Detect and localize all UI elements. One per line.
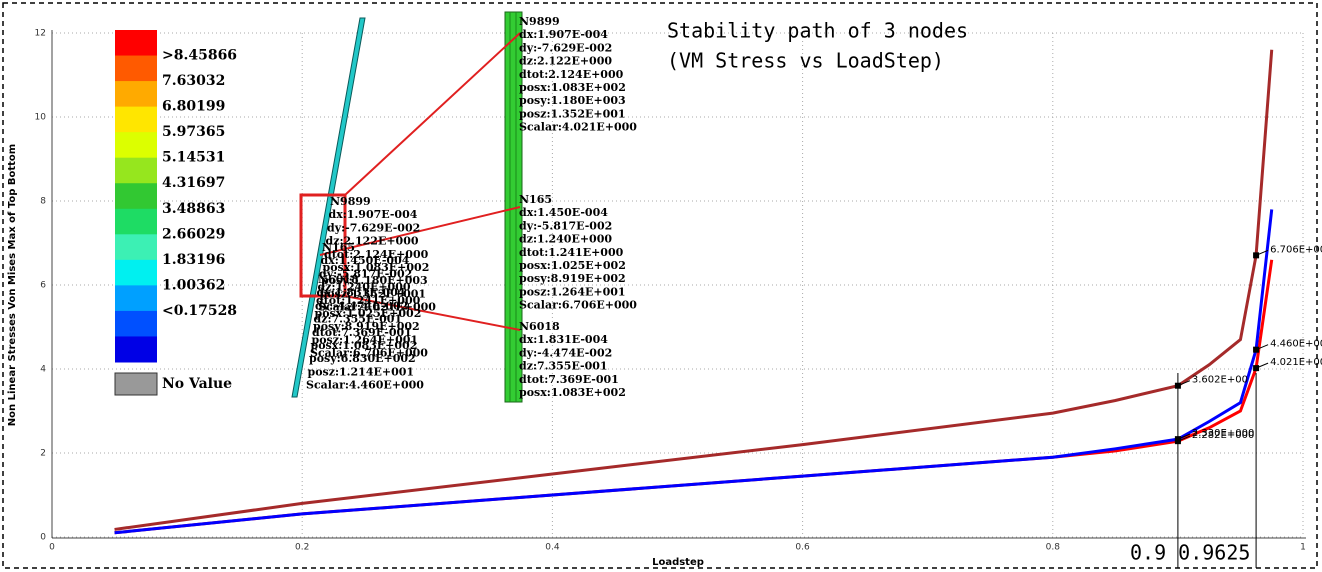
- legend-label: 1.83196: [162, 252, 225, 268]
- legend-color: [115, 234, 157, 260]
- color-legend: >8.45866 7.63032 6.80199 5.97365 5.14531 4.31…: [115, 30, 237, 395]
- node-info: posy:1.180E+003: [519, 94, 626, 107]
- node-info-overlap: dx:1.907E-004: [329, 208, 418, 221]
- series-line: [115, 50, 1272, 530]
- legend-label: 5.97365: [162, 124, 225, 140]
- node-info: posz:1.264E+001: [519, 285, 626, 298]
- series-line: [115, 209, 1272, 532]
- node-info-overlap: dy:-4.474E-002: [315, 299, 408, 312]
- y-axis-label: Non Linear Stresses Von Mises Max of Top…: [7, 144, 18, 426]
- legend-label: >8.45866: [162, 48, 237, 64]
- x-tick-label: 0.6: [795, 543, 810, 553]
- node-info-overlap: N9899: [330, 195, 371, 208]
- node-info: dtot:7.369E-001: [519, 373, 619, 386]
- point-label: 4.021E+000: [1270, 357, 1322, 368]
- node-info: posx:1.083E+002: [519, 386, 626, 399]
- marker-lines-label: 0.9 0.9625: [1130, 541, 1250, 565]
- node-info: N6018: [519, 320, 560, 333]
- legend-color: [115, 183, 157, 209]
- legend-no-value: [115, 373, 157, 395]
- x-tick-label: 0.8: [1046, 543, 1061, 553]
- chart-title: Stability path of 3 nodes: [667, 19, 968, 43]
- y-tick-label: 8: [40, 197, 46, 207]
- y-tick-label: 2: [40, 449, 46, 459]
- node-info: dx:1.450E-004: [519, 206, 608, 219]
- legend-color: [115, 158, 157, 184]
- x-tick-label: 0.4: [545, 543, 560, 553]
- x-tick-label: 1: [1300, 543, 1306, 553]
- legend-label: 5.14531: [162, 150, 225, 166]
- legend-label: 6.80199: [162, 99, 225, 115]
- legend-color: [115, 132, 157, 158]
- point-label: 6.706E+000: [1270, 244, 1322, 255]
- legend-color: [115, 81, 157, 107]
- legend-label: 1.00362: [162, 277, 225, 293]
- node-info: dx:1.907E-004: [519, 28, 608, 41]
- y-tick-label: 10: [35, 113, 47, 123]
- node-info-overlap: dx:1.831E-004: [317, 286, 406, 299]
- node-info: posz:1.352E+001: [519, 107, 626, 120]
- node-info: dx:1.831E-004: [519, 333, 608, 346]
- x-tick-label: 0: [49, 543, 55, 553]
- point-label: 3.602E+00: [1192, 375, 1248, 386]
- legend-label: 4.31697: [162, 175, 225, 191]
- legend-color: [115, 311, 157, 337]
- legend-label: 7.63032: [162, 73, 225, 89]
- plot: 3.602E+002.330E+0002.282E+0006.706E+0004…: [115, 50, 1322, 568]
- x-axis-label: Loadstep: [652, 557, 704, 568]
- legend-color: [115, 285, 157, 311]
- x-tick-label: 0.2: [295, 543, 309, 553]
- node-info: dz:2.122E+000: [519, 55, 612, 68]
- node-info-overlap: posx:1.083E+002: [311, 339, 418, 352]
- node-info-overlap: N6018: [318, 273, 359, 286]
- node-info-overlap: dz:7.355E-001: [314, 313, 403, 326]
- legend-color: [115, 30, 157, 56]
- node-info: N165: [519, 193, 552, 206]
- node-info: dtot:2.124E+000: [519, 68, 624, 81]
- node-info: posx:1.025E+002: [519, 259, 626, 272]
- legend-color: [115, 107, 157, 133]
- node-info: dtot:1.241E+000: [519, 246, 624, 259]
- legend-label: No Value: [162, 376, 232, 392]
- callout-line: [345, 33, 520, 195]
- node-info: dy:-5.817E-002: [519, 219, 612, 232]
- chart-subtitle: (VM Stress vs LoadStep): [667, 49, 944, 73]
- node-info-overlap: posz:1.214E+001: [308, 365, 415, 378]
- legend-color: [115, 336, 157, 362]
- node-info-overlap: N165: [322, 241, 355, 254]
- legend-label: <0.17528: [162, 303, 237, 319]
- y-tick-label: 6: [40, 281, 46, 291]
- node-info: dz:1.240E+000: [519, 233, 612, 246]
- node-info: posx:1.083E+002: [519, 81, 626, 94]
- legend-color: [115, 56, 157, 82]
- node-info-overlap: dy:-7.629E-002: [327, 221, 420, 234]
- legend-label: 3.48863: [162, 201, 225, 217]
- legend-label: 2.66029: [162, 226, 225, 242]
- y-tick-label: 12: [35, 29, 46, 39]
- y-tick-label: 0: [40, 533, 46, 543]
- node-info: posy:8.919E+002: [519, 272, 626, 285]
- y-tick-label: 4: [40, 365, 46, 375]
- node-info: dz:7.355E-001: [519, 360, 608, 373]
- node-info: Scalar:4.021E+000: [519, 121, 637, 134]
- node-info-overlap: dx:1.450E-004: [321, 254, 410, 267]
- node-info-overlap: Scalar:4.460E+000: [306, 379, 424, 392]
- point-marker: [1253, 252, 1259, 258]
- legend-color: [115, 209, 157, 235]
- chart: 02468101200.20.40.60.81 3.602E+002.330E+…: [0, 0, 1322, 572]
- point-label: 2.282E+000: [1192, 430, 1254, 441]
- series-line: [115, 260, 1272, 533]
- point-label: 4.460E+000: [1270, 339, 1322, 350]
- node-info-overlap: dtot:7.369E-001: [312, 326, 412, 339]
- node-info: dy:-4.474E-002: [519, 346, 612, 359]
- node-info: Scalar:6.706E+000: [519, 299, 637, 312]
- node-info: N9899: [519, 15, 560, 28]
- node-info: dy:-7.629E-002: [519, 41, 612, 54]
- node-info-overlap: posy:6.830E+002: [309, 352, 416, 365]
- legend-color: [115, 260, 157, 286]
